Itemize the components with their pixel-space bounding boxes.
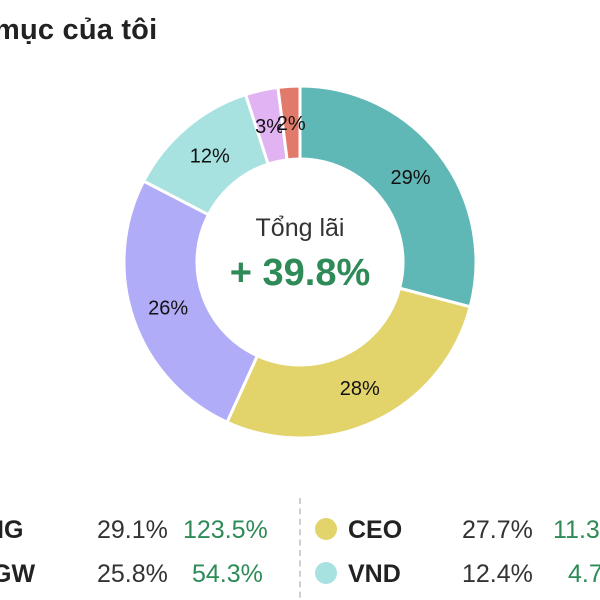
donut-slice-label: 2% — [277, 113, 306, 135]
legend-color-dot-vnd — [315, 562, 337, 584]
donut-slice-label: 12% — [190, 146, 230, 168]
donut-slice-label: 3% — [255, 116, 284, 138]
legend-gain: 123.5% — [183, 516, 268, 544]
legend-item-gw-gain: 54.3% — [192, 560, 263, 589]
legend-share: 25.8% — [97, 560, 168, 588]
legend-item-gw[interactable]: GW — [0, 560, 35, 589]
legend-share: 29.1% — [97, 516, 168, 544]
legend-item-ceo-gain: 11.3 — [553, 516, 600, 545]
donut-slice[interactable] — [122, 179, 260, 425]
legend-share: 27.7% — [462, 516, 533, 544]
donut-slice-label: 29% — [390, 167, 430, 189]
donut-slice[interactable] — [225, 286, 473, 440]
legend-item-ceo[interactable]: CEO — [348, 516, 402, 545]
legend-gain: 11.3 — [553, 516, 600, 544]
legend-item-vnd-gain: 4.7 — [568, 560, 600, 589]
legend-item-gw-pct: 25.8% — [97, 560, 168, 589]
total-profit-caption: Tổng lãi — [255, 214, 345, 242]
legend-gain: 54.3% — [192, 560, 263, 588]
legend-ticker: CEO — [348, 516, 403, 544]
legend-ticker: VND — [348, 560, 401, 588]
total-profit-value: + 39.8% — [229, 252, 371, 294]
donut-slice[interactable] — [276, 84, 302, 162]
donut-slice-label: 26% — [148, 298, 188, 320]
legend-item-vnd-pct: 12.4% — [462, 560, 533, 589]
legend-ticker: GW — [0, 560, 36, 588]
legend-item-ceo-pct: 27.7% — [462, 516, 533, 545]
donut-slice[interactable] — [298, 84, 478, 309]
legend-item-ig-pct: 29.1% — [97, 516, 168, 545]
page-title: mục của tôi — [0, 14, 158, 46]
legend-item-ig[interactable]: IG — [0, 516, 23, 545]
legend-color-dot-ceo — [315, 518, 337, 540]
legend-divider — [299, 498, 301, 600]
legend-ticker: IG — [0, 516, 24, 544]
legend-item-ig-gain: 123.5% — [183, 516, 268, 545]
donut-slice-label: 28% — [340, 378, 380, 400]
legend-item-vnd[interactable]: VND — [348, 560, 401, 589]
legend-share: 12.4% — [462, 560, 533, 588]
legend-gain: 4.7 — [568, 560, 600, 588]
